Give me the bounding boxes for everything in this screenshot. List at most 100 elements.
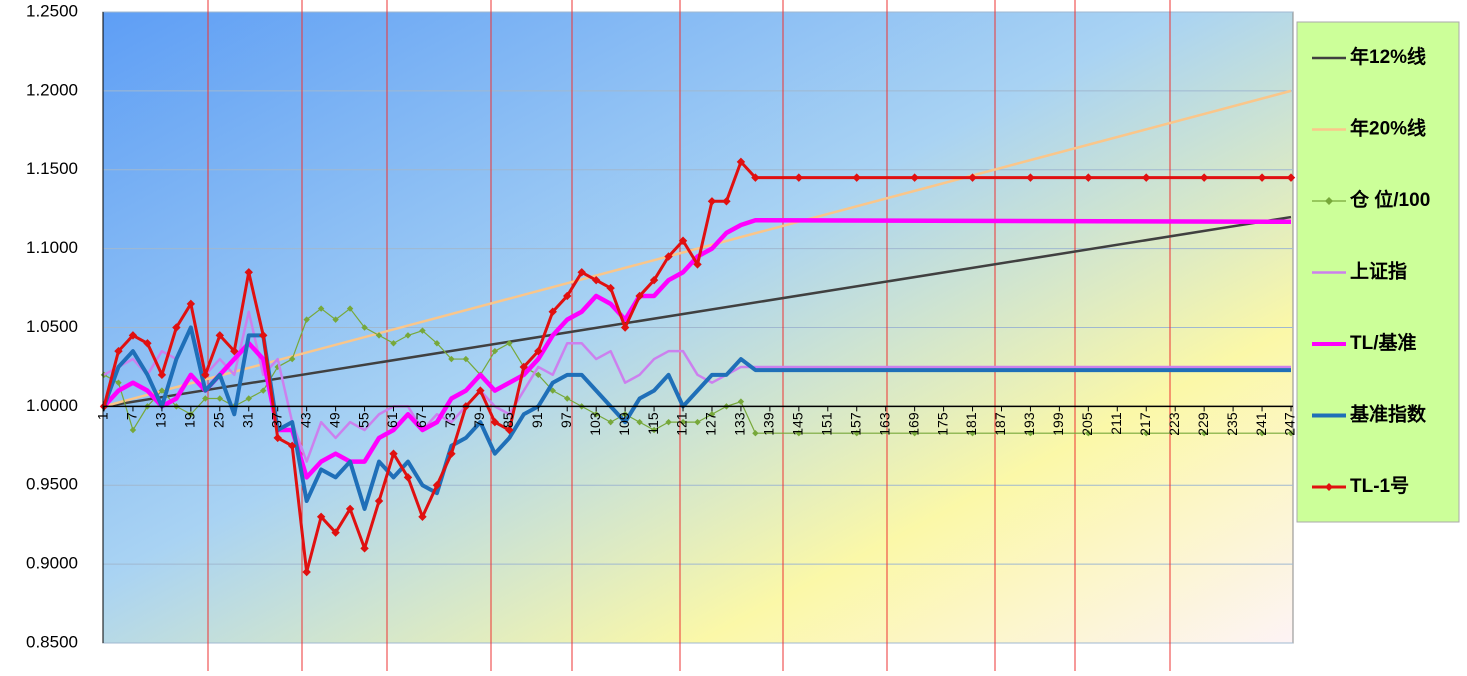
series-layer bbox=[99, 89, 1296, 577]
x-tick-label: 79 bbox=[471, 412, 487, 428]
x-tick-label: 73 bbox=[442, 412, 458, 428]
series-marker bbox=[591, 275, 601, 285]
series-marker bbox=[158, 387, 166, 394]
series-marker bbox=[620, 323, 630, 332]
series-marker bbox=[535, 371, 542, 379]
series-marker bbox=[115, 379, 122, 386]
legend-marker bbox=[1325, 197, 1333, 205]
series-marker bbox=[563, 291, 572, 301]
series-marker bbox=[260, 387, 267, 394]
y-tick-label: 1.1500 bbox=[26, 159, 78, 178]
series-marker bbox=[548, 307, 557, 316]
series-marker bbox=[1287, 429, 1295, 437]
series-marker bbox=[564, 395, 571, 402]
series-marker bbox=[708, 411, 716, 418]
x-tick-label: 31 bbox=[239, 412, 255, 428]
series-marker bbox=[549, 387, 556, 394]
series-marker bbox=[736, 157, 746, 167]
x-tick-label: 43 bbox=[297, 412, 313, 428]
x-tick-label: 97 bbox=[558, 412, 574, 428]
series-marker bbox=[374, 496, 384, 506]
series-marker bbox=[577, 268, 586, 277]
series-marker bbox=[316, 512, 326, 522]
series-marker bbox=[505, 425, 514, 435]
x-tick-label: 67 bbox=[413, 412, 429, 428]
series-marker bbox=[245, 395, 252, 402]
series-marker bbox=[678, 236, 688, 245]
series-marker bbox=[288, 355, 296, 363]
series-marker bbox=[506, 340, 513, 347]
x-tick-label: 127 bbox=[703, 412, 719, 436]
series-marker bbox=[448, 355, 455, 363]
series-marker bbox=[1142, 173, 1151, 182]
series-marker bbox=[230, 346, 239, 356]
series-marker bbox=[621, 411, 629, 418]
x-tick-label: 235 bbox=[1224, 412, 1240, 436]
series-marker bbox=[665, 418, 672, 426]
x-tick-label: 163 bbox=[876, 412, 892, 436]
series-marker bbox=[128, 331, 138, 340]
x-tick-label: 7 bbox=[124, 412, 140, 420]
series-marker bbox=[490, 417, 500, 427]
series-marker bbox=[259, 331, 268, 340]
legend-label: 上证指 bbox=[1350, 261, 1407, 283]
series-marker bbox=[636, 418, 643, 426]
series-marker bbox=[795, 429, 803, 437]
series-marker bbox=[1026, 173, 1035, 182]
series-marker bbox=[216, 395, 224, 402]
x-tick-label: 13 bbox=[153, 412, 169, 428]
series-marker bbox=[303, 316, 310, 323]
legend-label: TL/基准 bbox=[1350, 331, 1417, 354]
series-marker bbox=[1286, 173, 1296, 182]
series-marker bbox=[534, 346, 543, 356]
x-tick-label: 115 bbox=[645, 412, 661, 435]
series-marker bbox=[1258, 429, 1266, 437]
series-marker bbox=[592, 411, 600, 418]
series-marker bbox=[1200, 429, 1208, 437]
series-marker bbox=[1085, 429, 1092, 437]
series-marker bbox=[172, 323, 181, 332]
series-marker bbox=[462, 355, 470, 363]
x-tick-label: 157 bbox=[847, 412, 863, 436]
x-tick-label: 85 bbox=[500, 412, 516, 428]
series-line bbox=[102, 160, 1291, 574]
y-tick-label: 0.9500 bbox=[26, 475, 78, 494]
series-marker bbox=[476, 386, 485, 395]
series-marker bbox=[345, 504, 355, 514]
series-marker bbox=[375, 332, 383, 339]
series-marker bbox=[433, 340, 441, 347]
series-marker bbox=[186, 299, 196, 309]
x-tick-label: 145 bbox=[790, 412, 806, 436]
x-tick-label: 133 bbox=[732, 412, 748, 436]
x-tick-label: 241 bbox=[1253, 412, 1269, 436]
series-marker bbox=[694, 418, 701, 426]
series-marker bbox=[317, 305, 325, 312]
series-line bbox=[103, 310, 1291, 463]
series-marker bbox=[419, 327, 426, 334]
series-marker bbox=[432, 481, 442, 490]
series-marker bbox=[794, 173, 804, 182]
y-tick-label: 1.0000 bbox=[26, 396, 78, 415]
x-tick-label: 91 bbox=[529, 412, 545, 428]
series-marker bbox=[852, 173, 861, 182]
x-tick-label: 211 bbox=[1108, 412, 1124, 435]
legend-marker bbox=[1325, 483, 1333, 491]
x-tick-label: 187 bbox=[992, 412, 1008, 436]
series-line bbox=[103, 215, 1292, 408]
series-marker bbox=[1143, 429, 1150, 437]
x-tick-label: 61 bbox=[384, 412, 400, 428]
series-marker bbox=[693, 260, 702, 269]
series-marker bbox=[389, 449, 398, 458]
series-marker bbox=[752, 429, 759, 437]
series-marker bbox=[287, 441, 297, 451]
legend-label: 年12%线 bbox=[1350, 45, 1426, 68]
x-tick-label: 193 bbox=[1021, 412, 1037, 436]
y-tick-label: 1.2000 bbox=[26, 80, 78, 99]
series-marker bbox=[346, 305, 354, 312]
series-marker bbox=[418, 512, 427, 522]
x-tick-label: 37 bbox=[268, 412, 284, 428]
series-marker bbox=[722, 197, 731, 206]
x-tick-label: 49 bbox=[326, 412, 342, 428]
series-marker bbox=[403, 473, 413, 482]
